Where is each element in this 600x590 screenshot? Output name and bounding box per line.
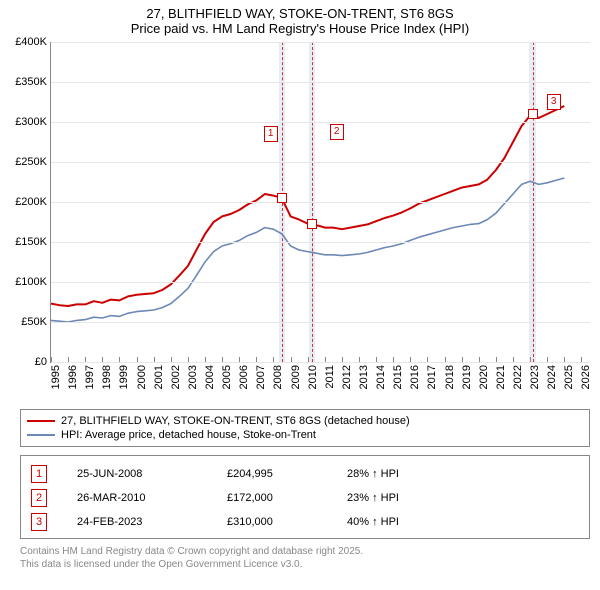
- legend-label: HPI: Average price, detached house, Stok…: [61, 429, 316, 441]
- y-axis-label: £350K: [1, 76, 47, 88]
- sale-callout: 1: [264, 126, 278, 142]
- footer: Contains HM Land Registry data © Crown c…: [20, 545, 590, 571]
- x-axis-label: 1998: [101, 365, 113, 389]
- sale-marker: [307, 219, 317, 229]
- x-axis-label: 2007: [255, 365, 267, 389]
- chart-title-line2: Price paid vs. HM Land Registry's House …: [0, 21, 600, 42]
- x-axis-label: 2010: [307, 365, 319, 389]
- x-axis-label: 1999: [118, 365, 130, 389]
- sale-price: £172,000: [227, 492, 347, 504]
- x-axis-label: 2002: [170, 365, 182, 389]
- sale-row: 2 26-MAR-2010 £172,000 23% ↑ HPI: [25, 486, 585, 510]
- sales-table: 1 25-JUN-2008 £204,995 28% ↑ HPI 2 26-MA…: [20, 455, 590, 539]
- x-axis-label: 2006: [238, 365, 250, 389]
- series-line: [51, 106, 564, 306]
- x-axis-label: 2020: [478, 365, 490, 389]
- x-axis-label: 2013: [358, 365, 370, 389]
- x-axis-label: 2019: [461, 365, 473, 389]
- series-line: [51, 178, 564, 322]
- sale-marker: [528, 109, 538, 119]
- sale-row: 1 25-JUN-2008 £204,995 28% ↑ HPI: [25, 462, 585, 486]
- sale-marker: [277, 193, 287, 203]
- y-axis-label: £250K: [1, 156, 47, 168]
- sale-diff: 40% ↑ HPI: [347, 516, 583, 528]
- legend-swatch: [27, 434, 55, 436]
- x-axis-label: 2024: [546, 365, 558, 389]
- x-axis-label: 2025: [563, 365, 575, 389]
- x-axis-label: 2026: [580, 365, 592, 389]
- y-axis-label: £50K: [1, 316, 47, 328]
- x-axis-label: 2004: [204, 365, 216, 389]
- chart-plot-area: £0£50K£100K£150K£200K£250K£300K£350K£400…: [50, 42, 590, 363]
- x-axis-label: 2016: [409, 365, 421, 389]
- x-axis-label: 2011: [324, 365, 336, 389]
- x-axis-label: 2000: [136, 365, 148, 389]
- x-axis-label: 2015: [392, 365, 404, 389]
- x-axis-label: 1997: [84, 365, 96, 389]
- legend-swatch: [27, 420, 55, 422]
- y-axis-label: £200K: [1, 196, 47, 208]
- legend: 27, BLITHFIELD WAY, STOKE-ON-TRENT, ST6 …: [20, 409, 590, 447]
- legend-item: 27, BLITHFIELD WAY, STOKE-ON-TRENT, ST6 …: [27, 414, 583, 428]
- sale-callout: 2: [330, 124, 344, 140]
- x-axis-label: 2021: [495, 365, 507, 389]
- sale-price: £310,000: [227, 516, 347, 528]
- x-axis-label: 2018: [444, 365, 456, 389]
- y-axis-label: £400K: [1, 36, 47, 48]
- y-axis-label: £0: [1, 356, 47, 368]
- sale-price: £204,995: [227, 468, 347, 480]
- x-axis-label: 2003: [187, 365, 199, 389]
- sale-marker-badge: 1: [31, 465, 47, 483]
- sale-marker-badge: 3: [31, 513, 47, 531]
- sale-row: 3 24-FEB-2023 £310,000 40% ↑ HPI: [25, 510, 585, 534]
- sale-marker-badge: 2: [31, 489, 47, 507]
- x-axis-label: 2014: [375, 365, 387, 389]
- chart-x-axis: 1995 1996 1997 1998 1999 2000 2001 2002 2003 2004…: [50, 363, 590, 403]
- legend-item: HPI: Average price, detached house, Stok…: [27, 428, 583, 442]
- chart-title-line1: 27, BLITHFIELD WAY, STOKE-ON-TRENT, ST6 …: [0, 0, 600, 21]
- x-axis-label: 2005: [221, 365, 233, 389]
- x-axis-label: 2022: [512, 365, 524, 389]
- sale-diff: 23% ↑ HPI: [347, 492, 583, 504]
- x-axis-label: 1995: [50, 365, 62, 389]
- y-axis-label: £150K: [1, 236, 47, 248]
- sale-date: 26-MAR-2010: [77, 492, 227, 504]
- y-axis-label: £300K: [1, 116, 47, 128]
- x-axis-label: 2023: [529, 365, 541, 389]
- x-axis-label: 2012: [341, 365, 353, 389]
- sale-diff: 28% ↑ HPI: [347, 468, 583, 480]
- y-axis-label: £100K: [1, 276, 47, 288]
- footer-line1: Contains HM Land Registry data © Crown c…: [20, 545, 590, 558]
- x-axis-label: 2001: [153, 365, 165, 389]
- x-axis-label: 2017: [426, 365, 438, 389]
- sale-date: 25-JUN-2008: [77, 468, 227, 480]
- legend-label: 27, BLITHFIELD WAY, STOKE-ON-TRENT, ST6 …: [61, 415, 410, 427]
- x-axis-label: 1996: [67, 365, 79, 389]
- page: 27, BLITHFIELD WAY, STOKE-ON-TRENT, ST6 …: [0, 0, 600, 571]
- x-axis-label: 2009: [290, 365, 302, 389]
- sale-date: 24-FEB-2023: [77, 516, 227, 528]
- x-axis-label: 2008: [272, 365, 284, 389]
- footer-line2: This data is licensed under the Open Gov…: [20, 558, 590, 571]
- sale-callout: 3: [547, 94, 561, 110]
